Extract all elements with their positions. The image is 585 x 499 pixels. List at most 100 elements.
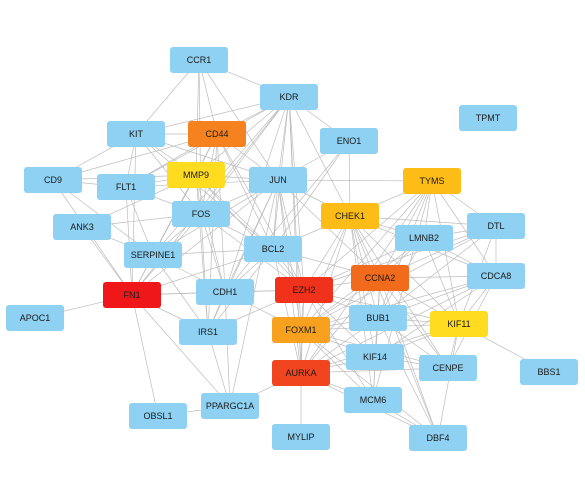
node-label: IRS1	[198, 327, 218, 337]
node-kit[interactable]: KIT	[107, 121, 165, 147]
node-label: CD9	[44, 175, 62, 185]
node-box	[520, 359, 578, 385]
node-cd9[interactable]: CD9	[24, 167, 82, 193]
node-label: TPMT	[476, 113, 501, 123]
node-box	[321, 203, 379, 229]
node-box	[201, 393, 259, 419]
node-box	[260, 84, 318, 110]
edge-mmp9-ezh2	[195, 174, 305, 291]
node-eno1[interactable]: ENO1	[320, 128, 378, 154]
node-bcl2[interactable]: BCL2	[244, 236, 302, 262]
node-label: FOS	[192, 209, 211, 219]
node-ank3[interactable]: ANK3	[53, 214, 111, 240]
node-tpmt[interactable]: TPMT	[459, 105, 517, 131]
node-bub1[interactable]: BUB1	[349, 305, 407, 331]
node-serpine1[interactable]: SERPINE1	[124, 242, 182, 268]
edge-ccr1-mmp9	[195, 59, 200, 176]
edge-kit-bcl2	[135, 133, 274, 250]
node-jun[interactable]: JUN	[249, 167, 307, 193]
node-mcm6[interactable]: MCM6	[344, 387, 402, 413]
node-box	[272, 360, 330, 386]
node-box	[124, 242, 182, 268]
node-box	[107, 121, 165, 147]
node-label: PPARGC1A	[206, 401, 254, 411]
node-label: APOC1	[20, 313, 51, 323]
edge-ccna2-cenpe	[379, 277, 449, 369]
edge-cd44-bcl2	[216, 133, 274, 250]
node-ppargc1a[interactable]: PPARGC1A	[201, 393, 259, 419]
node-irs1[interactable]: IRS1	[179, 319, 237, 345]
node-label: KIF14	[363, 352, 387, 362]
edge-cdh1-ppargc1a	[224, 291, 231, 407]
node-label: ENO1	[337, 136, 362, 146]
edge-tyms-ezh2	[303, 180, 433, 291]
node-apoc1[interactable]: APOC1	[6, 305, 64, 331]
edge-eno1-cdh1	[224, 140, 350, 293]
node-box	[272, 317, 330, 343]
node-box	[320, 128, 378, 154]
node-box	[467, 263, 525, 289]
node-bbs1[interactable]: BBS1	[520, 359, 578, 385]
node-label: KDR	[279, 92, 299, 102]
node-box	[6, 305, 64, 331]
node-tyms[interactable]: TYMS	[403, 168, 461, 194]
edge-cd44-ezh2	[216, 133, 305, 291]
node-box	[170, 47, 228, 73]
node-label: CDCA8	[481, 271, 512, 281]
node-label: MYLIP	[287, 432, 314, 442]
node-box	[351, 265, 409, 291]
node-mylip[interactable]: MYLIP	[272, 424, 330, 450]
node-box	[97, 174, 155, 200]
node-dbf4[interactable]: DBF4	[409, 425, 467, 451]
node-cd44[interactable]: CD44	[188, 121, 246, 147]
node-box	[24, 167, 82, 193]
node-cenpe[interactable]: CENPE	[419, 355, 477, 381]
edge-dtl-bub1	[377, 225, 497, 319]
node-box	[179, 319, 237, 345]
edge-ezh2-mcm6	[303, 289, 374, 401]
edge-chek1-cenpe	[349, 215, 449, 369]
node-box	[409, 425, 467, 451]
node-chek1[interactable]: CHEK1	[321, 203, 379, 229]
node-flt1[interactable]: FLT1	[97, 174, 155, 200]
node-lmnb2[interactable]: LMNB2	[395, 225, 453, 251]
node-label: LMNB2	[409, 233, 439, 243]
node-obsl1[interactable]: OBSL1	[129, 403, 187, 429]
node-box	[467, 213, 525, 239]
node-foxm1[interactable]: FOXM1	[272, 317, 330, 343]
node-kif11[interactable]: KIF11	[430, 311, 488, 337]
node-ccr1[interactable]: CCR1	[170, 47, 228, 73]
node-box	[275, 277, 333, 303]
node-label: TYMS	[419, 176, 444, 186]
node-box	[430, 311, 488, 337]
node-label: FLT1	[116, 182, 136, 192]
node-dtl[interactable]: DTL	[467, 213, 525, 239]
edge-ccr1-jun	[198, 59, 279, 181]
edge-lmnb2-kif11	[423, 237, 460, 325]
node-mmp9[interactable]: MMP9	[167, 162, 225, 188]
node-ccna2[interactable]: CCNA2	[351, 265, 409, 291]
node-fn1[interactable]: FN1	[103, 282, 161, 308]
node-cdh1[interactable]: CDH1	[196, 279, 254, 305]
node-cdca8[interactable]: CDCA8	[467, 263, 525, 289]
edge-cdca8-foxm1	[300, 275, 497, 331]
node-ezh2[interactable]: EZH2	[275, 277, 333, 303]
node-box	[172, 201, 230, 227]
node-kif14[interactable]: KIF14	[346, 344, 404, 370]
node-box	[244, 236, 302, 262]
node-kdr[interactable]: KDR	[260, 84, 318, 110]
edge-chek1-foxm1	[300, 215, 351, 331]
edge-kdr-chek1	[288, 96, 351, 217]
node-label: CD44	[205, 129, 228, 139]
edge-dtl-ezh2	[303, 225, 497, 291]
node-label: DBF4	[426, 433, 449, 443]
node-fos[interactable]: FOS	[172, 201, 230, 227]
node-label: AURKA	[285, 368, 316, 378]
edge-jun-irs1	[207, 179, 279, 333]
node-label: OBSL1	[143, 411, 172, 421]
node-label: FOXM1	[285, 325, 316, 335]
node-box	[53, 214, 111, 240]
edge-tyms-kif11	[431, 180, 460, 325]
edge-fn1-ppargc1a	[131, 294, 231, 407]
node-aurka[interactable]: AURKA	[272, 360, 330, 386]
